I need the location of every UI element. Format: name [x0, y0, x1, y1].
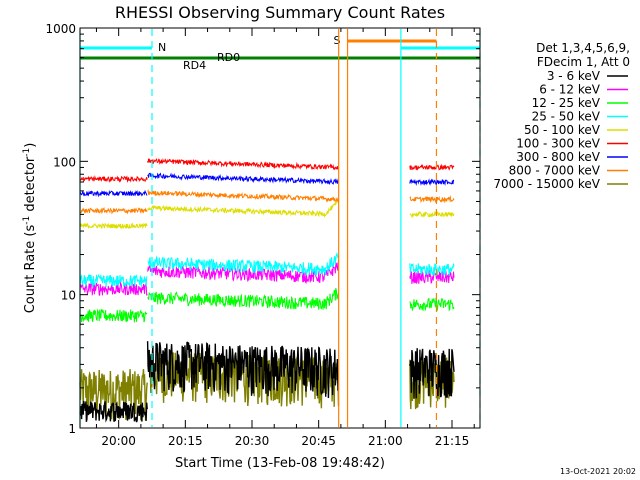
y-axis-label-part2: detector	[23, 156, 38, 216]
series-line	[147, 189, 339, 204]
legend-entry-label: 800 - 7000 keV	[509, 164, 601, 178]
y-axis-label-part3: )	[23, 143, 38, 148]
legend-entry-label: 7000 - 15000 keV	[493, 177, 600, 191]
series-line	[79, 400, 148, 423]
legend-entry-label: 25 - 50 keV	[532, 110, 601, 124]
x-tick-label: 21:15	[435, 434, 470, 448]
y-axis-label-sup2: -1	[22, 148, 32, 157]
series-line	[409, 297, 455, 313]
series-line	[409, 178, 455, 186]
axis-layer: 1 10 100 1000 20:00 20:15 20:30 20:45 21:00 21:15	[45, 22, 480, 448]
series-line	[409, 194, 455, 204]
y-tick-label: 10	[61, 289, 76, 303]
x-tick-label: 20:30	[235, 434, 270, 448]
series-line	[79, 189, 148, 198]
series-line	[147, 157, 339, 171]
legend-entry-label: 6 - 12 keV	[539, 83, 601, 97]
flag-layer: N S RD0 RD4	[79, 29, 481, 427]
x-tick-label: 21:00	[368, 434, 403, 448]
series-line	[79, 175, 148, 183]
legend-entry-label: 300 - 800 keV	[516, 150, 600, 164]
legend-entry-label: 100 - 300 keV	[516, 137, 600, 151]
legend: Det 1,3,4,5,6,9, FDecim 1, Att 0 3 - 6 k…	[493, 41, 630, 191]
series-line	[409, 263, 455, 276]
series-line	[409, 269, 455, 285]
x-axis-label: Start Time (13-Feb-08 19:48:42)	[175, 456, 385, 471]
series-line	[409, 348, 455, 399]
flag-label-n: N	[158, 41, 166, 54]
legend-title-line1: Det 1,3,4,5,6,9,	[536, 41, 630, 55]
flag-label-s: S	[334, 34, 341, 47]
chart-title: RHESSI Observing Summary Count Rates	[115, 3, 445, 22]
generation-timestamp: 13-Oct-2021 20:02	[560, 467, 636, 476]
x-tick-label: 20:15	[168, 434, 203, 448]
plot-frame	[79, 27, 481, 429]
series-line	[147, 287, 339, 310]
data-layer	[79, 157, 455, 423]
legend-title-line2: FDecim 1, Att 0	[537, 55, 630, 69]
series-line	[79, 222, 148, 230]
flag-label-rd0: RD0	[217, 51, 240, 64]
series-line	[409, 163, 455, 171]
series-line	[147, 200, 339, 218]
series-line	[79, 308, 148, 323]
flag-label-rd4: RD4	[183, 59, 206, 72]
y-tick-label: 100	[53, 155, 76, 169]
legend-entry-label: 3 - 6 keV	[547, 69, 601, 83]
y-axis-label-part1: Count Rate (s	[23, 225, 38, 314]
y-tick-label: 1	[68, 422, 76, 436]
series-line	[79, 273, 148, 288]
legend-entry-label: 50 - 100 keV	[524, 123, 601, 137]
y-axis-label-sup1: -1	[22, 216, 32, 225]
x-tick-label: 20:45	[301, 434, 336, 448]
series-line	[80, 206, 148, 215]
series-line	[146, 341, 340, 399]
series-line	[147, 172, 339, 186]
y-tick-label: 1000	[45, 22, 76, 36]
x-tick-label: 20:00	[101, 434, 136, 448]
series-line	[147, 252, 339, 277]
y-axis-label: Count Rate (s-1 detector-1)	[22, 143, 38, 314]
series-line	[409, 210, 455, 219]
legend-entry-label: 12 - 25 keV	[532, 96, 601, 110]
